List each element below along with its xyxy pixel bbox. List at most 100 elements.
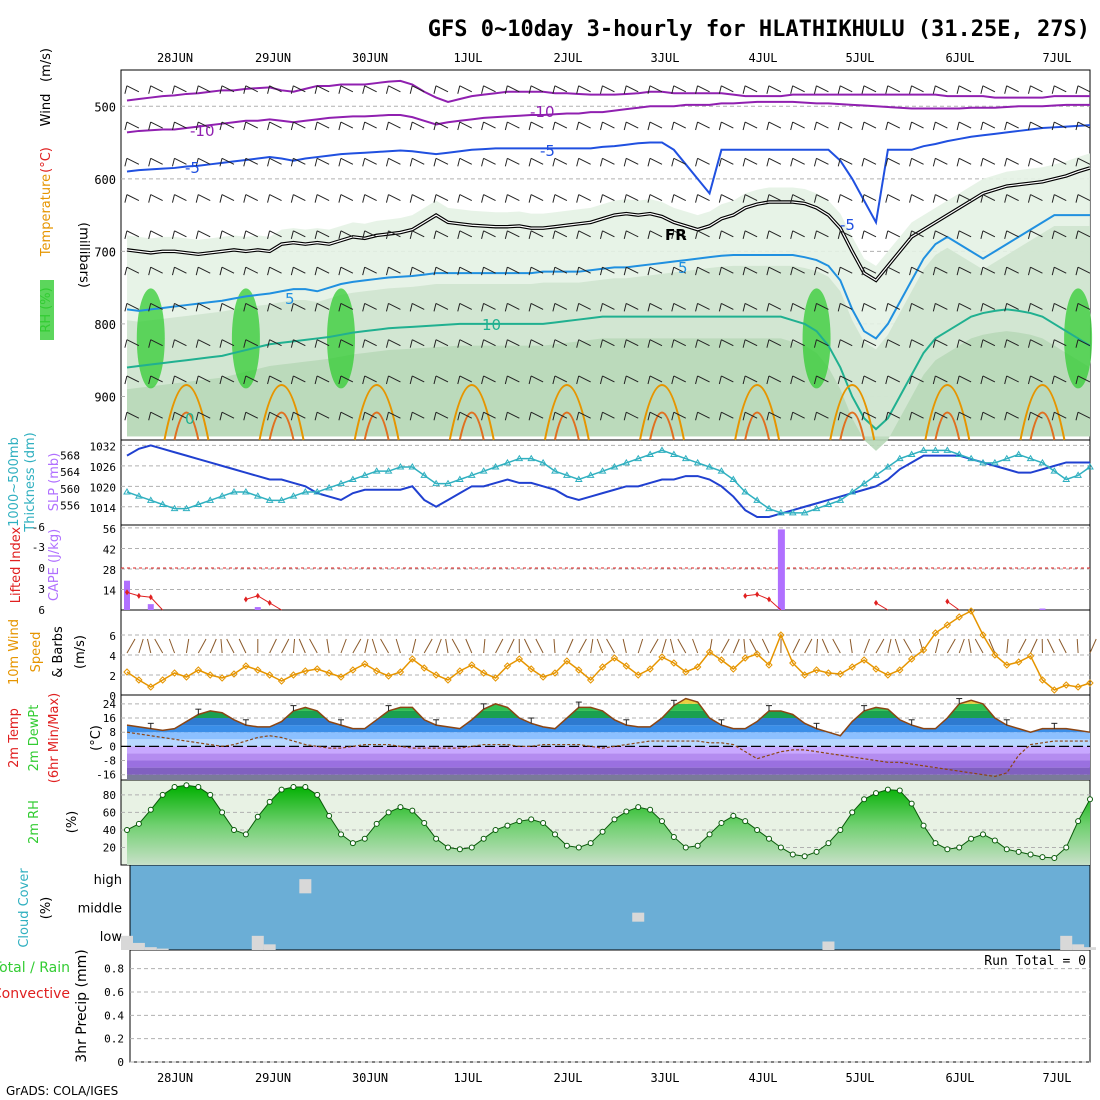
wind10m-barb bbox=[566, 638, 574, 654]
wind-barb-flag bbox=[362, 158, 366, 167]
wind-barb-flag bbox=[861, 267, 865, 276]
ytick-label: 28 bbox=[103, 564, 116, 577]
wind-barb bbox=[245, 411, 259, 419]
wind-barb-flag bbox=[243, 121, 247, 131]
wind-barb-flag bbox=[576, 267, 580, 276]
wind-barb-flag bbox=[195, 339, 199, 348]
ytick-label: 568 bbox=[60, 450, 80, 463]
wind-barb-flag bbox=[1004, 230, 1008, 239]
wind-barb bbox=[530, 302, 544, 310]
rh-marker bbox=[397, 804, 404, 811]
wind-barb bbox=[958, 121, 972, 129]
wind-speed-marker bbox=[729, 665, 738, 673]
date-label-bottom: 29JUN bbox=[255, 1071, 291, 1085]
rh-marker bbox=[1051, 854, 1058, 861]
wind-barb-flag bbox=[385, 121, 389, 131]
wind10m-barb bbox=[380, 638, 389, 654]
wind-barb bbox=[911, 339, 924, 347]
wind-barb-flag bbox=[148, 121, 152, 131]
wind-barb-flag bbox=[409, 339, 413, 348]
wind-barb bbox=[221, 85, 235, 93]
wind-barb-flag bbox=[124, 194, 128, 203]
isotherm-label: -10 bbox=[530, 103, 555, 121]
wind-barb-flag bbox=[599, 158, 603, 167]
wind-speed-marker bbox=[741, 654, 749, 662]
wind-barb-flag bbox=[481, 85, 485, 94]
wind-barb bbox=[126, 194, 140, 202]
wind-barb bbox=[388, 121, 401, 129]
wind-barb-flag bbox=[314, 121, 318, 131]
wind-barb-flag bbox=[623, 194, 627, 203]
wind10m-barb bbox=[220, 638, 223, 654]
wind-barb bbox=[839, 121, 853, 129]
wind-barb-flag bbox=[623, 267, 627, 276]
wind-barb bbox=[1030, 302, 1043, 310]
wind-barb-flag bbox=[338, 412, 342, 421]
wind-barb-flag bbox=[362, 194, 366, 203]
wind-barb-flag bbox=[504, 85, 508, 94]
wind-barb bbox=[1030, 266, 1043, 274]
wind-barb-flag bbox=[790, 85, 794, 94]
wind10m-barb bbox=[637, 638, 644, 654]
wind-barb bbox=[245, 266, 259, 274]
thickness-marker bbox=[812, 504, 821, 512]
wind-speed-marker bbox=[610, 654, 619, 662]
wind-barb-flag bbox=[314, 194, 318, 203]
wind-barb bbox=[697, 302, 710, 310]
wind-barb bbox=[554, 230, 568, 238]
wind-speed-marker bbox=[170, 669, 179, 677]
wind-barb bbox=[982, 121, 996, 129]
wind-barb-flag bbox=[956, 412, 960, 421]
wind-barb-flag bbox=[171, 412, 175, 421]
wind-speed-line bbox=[126, 609, 1091, 691]
thickness-marker bbox=[729, 475, 738, 482]
wind-barb-flag bbox=[433, 267, 437, 276]
wind-speed-marker bbox=[218, 674, 226, 682]
panel-ylabel: (m/s) bbox=[39, 48, 54, 82]
wind10m-barb bbox=[445, 638, 449, 654]
wind-barb bbox=[935, 194, 948, 202]
wind-barb bbox=[863, 157, 877, 165]
thickness-marker bbox=[670, 450, 678, 457]
rh-marker bbox=[326, 812, 333, 819]
wind-barb-flag bbox=[742, 194, 746, 203]
wind-barb bbox=[816, 230, 829, 238]
cloud-bar bbox=[1060, 935, 1073, 950]
wind-barb-flag bbox=[956, 303, 960, 312]
thickness-marker bbox=[515, 454, 524, 462]
wind-barb bbox=[578, 157, 591, 165]
wind-barb bbox=[554, 375, 568, 383]
wind-speed-marker bbox=[586, 676, 595, 684]
wind-barb-flag bbox=[980, 303, 984, 312]
temp-lobe bbox=[353, 384, 400, 441]
wind-barb bbox=[625, 411, 639, 419]
wind-barb-flag bbox=[718, 339, 722, 348]
wind-speed-marker bbox=[955, 613, 963, 621]
wind-barb bbox=[221, 411, 235, 419]
wind-barb bbox=[459, 85, 473, 93]
wind-barb-flag bbox=[195, 194, 199, 203]
wind-barb-flag bbox=[528, 230, 532, 239]
wind-barb bbox=[744, 230, 758, 238]
wind-barb bbox=[839, 266, 853, 274]
panel-ylabel: Convective bbox=[0, 986, 70, 1002]
wind-barb bbox=[388, 411, 401, 419]
rh-marker bbox=[1075, 818, 1082, 825]
wind-barb bbox=[221, 339, 235, 347]
wind-barb-flag bbox=[362, 339, 366, 348]
temp-band bbox=[127, 767, 1090, 775]
wind-barb-flag bbox=[861, 194, 865, 203]
panel-ylabel: (6hr Min/Max) bbox=[47, 693, 62, 783]
wind-barb bbox=[340, 157, 354, 165]
wind-barb bbox=[293, 302, 306, 310]
wind-barb bbox=[673, 339, 687, 347]
wind-barb-flag bbox=[433, 375, 437, 385]
cloud-bar bbox=[251, 935, 264, 950]
date-label-bottom: 28JUN bbox=[157, 1071, 193, 1085]
thickness-marker bbox=[551, 467, 559, 474]
wind-barb bbox=[293, 194, 306, 202]
wind-barb bbox=[197, 121, 211, 129]
panel-ylabel: 2m DewPt bbox=[27, 705, 42, 772]
thickness-marker bbox=[146, 496, 155, 503]
wind-barb bbox=[816, 194, 829, 202]
